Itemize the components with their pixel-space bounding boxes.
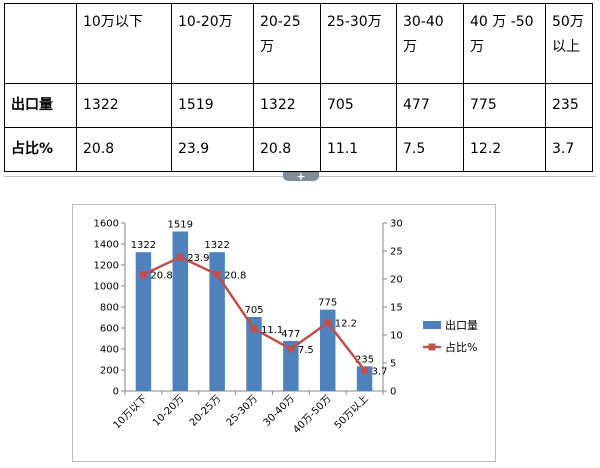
header-cell: 50万以上 [545,3,593,84]
header-cell: 10万以下 [76,3,172,84]
table-cell: 7.5 [396,127,464,172]
x-tick-label: 10万以下 [112,393,150,431]
bar [246,316,262,391]
y2-tick-label: 20 [390,275,403,286]
line-data-label: 23.9 [187,253,209,264]
line-marker [361,366,369,374]
table-cell: 705 [320,83,397,128]
bar-data-label: 477 [281,329,300,340]
bar-data-label: 235 [355,354,374,365]
legend-label: 占比% [445,340,477,354]
bar [209,252,225,391]
y-tick-label: 1600 [94,219,119,230]
table-cell: 23.9 [171,127,254,172]
line-marker [139,271,147,279]
line-marker [213,271,221,279]
row-label: 占比% [4,127,77,172]
table-cell: 20.8 [76,127,172,172]
header-cell: 25-30万 [320,3,397,84]
legend-swatch-marker [428,343,436,351]
y-tick-label: 1200 [94,261,119,272]
y-tick-label: 1000 [94,282,119,293]
line-marker [176,253,184,261]
line-data-label: 20.8 [150,271,172,282]
bar [356,366,373,391]
x-tick-label: 50万以上 [332,393,371,432]
y2-tick-label: 30 [390,219,403,230]
plus-icon: + [296,170,306,183]
collapse-button[interactable]: + [283,170,319,183]
combo-chart: 0 200 400 600 800 1000 1200 1400 1600 0 5 10 15 20 25 3… [94,219,478,436]
x-tick-label: 40万-50万 [291,393,333,435]
table-cell: 3.7 [545,127,593,172]
header-row: 10万以下 10-20万 20-25万 25-30万 30-40万 40 万 -… [4,3,593,84]
table-row: 占比% 20.8 23.9 20.8 11.1 7.5 12.2 3.7 [4,127,593,172]
table-cell: 20.8 [253,127,321,172]
y2-tick-label: 10 [390,331,403,342]
table-cell: 12.2 [463,127,546,172]
bar-data-label: 1322 [131,240,156,251]
line-marker [287,345,295,353]
x-tick-label: 30-40万 [262,393,297,428]
bar-data-label: 1519 [168,220,193,231]
header-cell: 30-40万 [396,3,464,84]
line-data-label: 11.1 [261,325,283,336]
row-label: 出口量 [4,83,77,128]
data-table: 10万以下 10-20万 20-25万 25-30万 30-40万 40 万 -… [4,3,593,172]
bar [172,231,189,391]
table-row: 出口量 1322 1519 1322 705 477 775 235 [4,83,593,128]
table-cell: 477 [396,83,464,128]
bar [283,340,299,391]
bar-data-label: 775 [318,298,337,309]
y-tick-label: 1400 [94,240,119,251]
line-marker [324,319,332,327]
header-cell: 10-20万 [171,3,254,84]
x-tick-label: 20-25万 [188,393,223,428]
y2-tick-label: 25 [390,247,403,258]
x-tick-label: 10-20万 [151,393,186,428]
table-cell: 1322 [253,83,321,128]
legend-swatch-bar [423,321,441,329]
table-cell: 11.1 [320,127,397,172]
table-cell: 1322 [76,83,172,128]
y2-tick-label: 15 [390,303,403,314]
bar [319,309,336,391]
line-data-label: 20.8 [224,271,246,282]
bar-data-label: 1322 [204,240,229,251]
y2-tick-label: 0 [390,387,396,398]
y-tick-label: 0 [113,387,119,398]
header-corner [4,3,77,84]
legend-label: 出口量 [445,318,478,332]
table-cell: 775 [463,83,546,128]
line-data-label: 7.5 [298,345,314,356]
header-cell: 20-25万 [253,3,321,84]
table-cell: 1519 [171,83,254,128]
table-cell: 235 [545,83,593,128]
y-tick-label: 200 [100,366,119,377]
y-tick-label: 600 [100,324,119,335]
bar-data-label: 705 [244,305,263,316]
chart-frame: 0 200 400 600 800 1000 1200 1400 1600 0 5 10 15 20 25 3… [72,204,496,462]
line-data-label: 3.7 [372,366,388,377]
y2-tick-label: 5 [390,359,396,370]
y-tick-label: 800 [100,303,119,314]
line-marker [250,325,258,333]
line-data-label: 12.2 [335,319,357,330]
x-tick-label: 25-30万 [225,393,260,428]
y-tick-label: 400 [100,345,119,356]
bar [135,252,152,391]
header-cell: 40 万 -50万 [463,3,546,84]
